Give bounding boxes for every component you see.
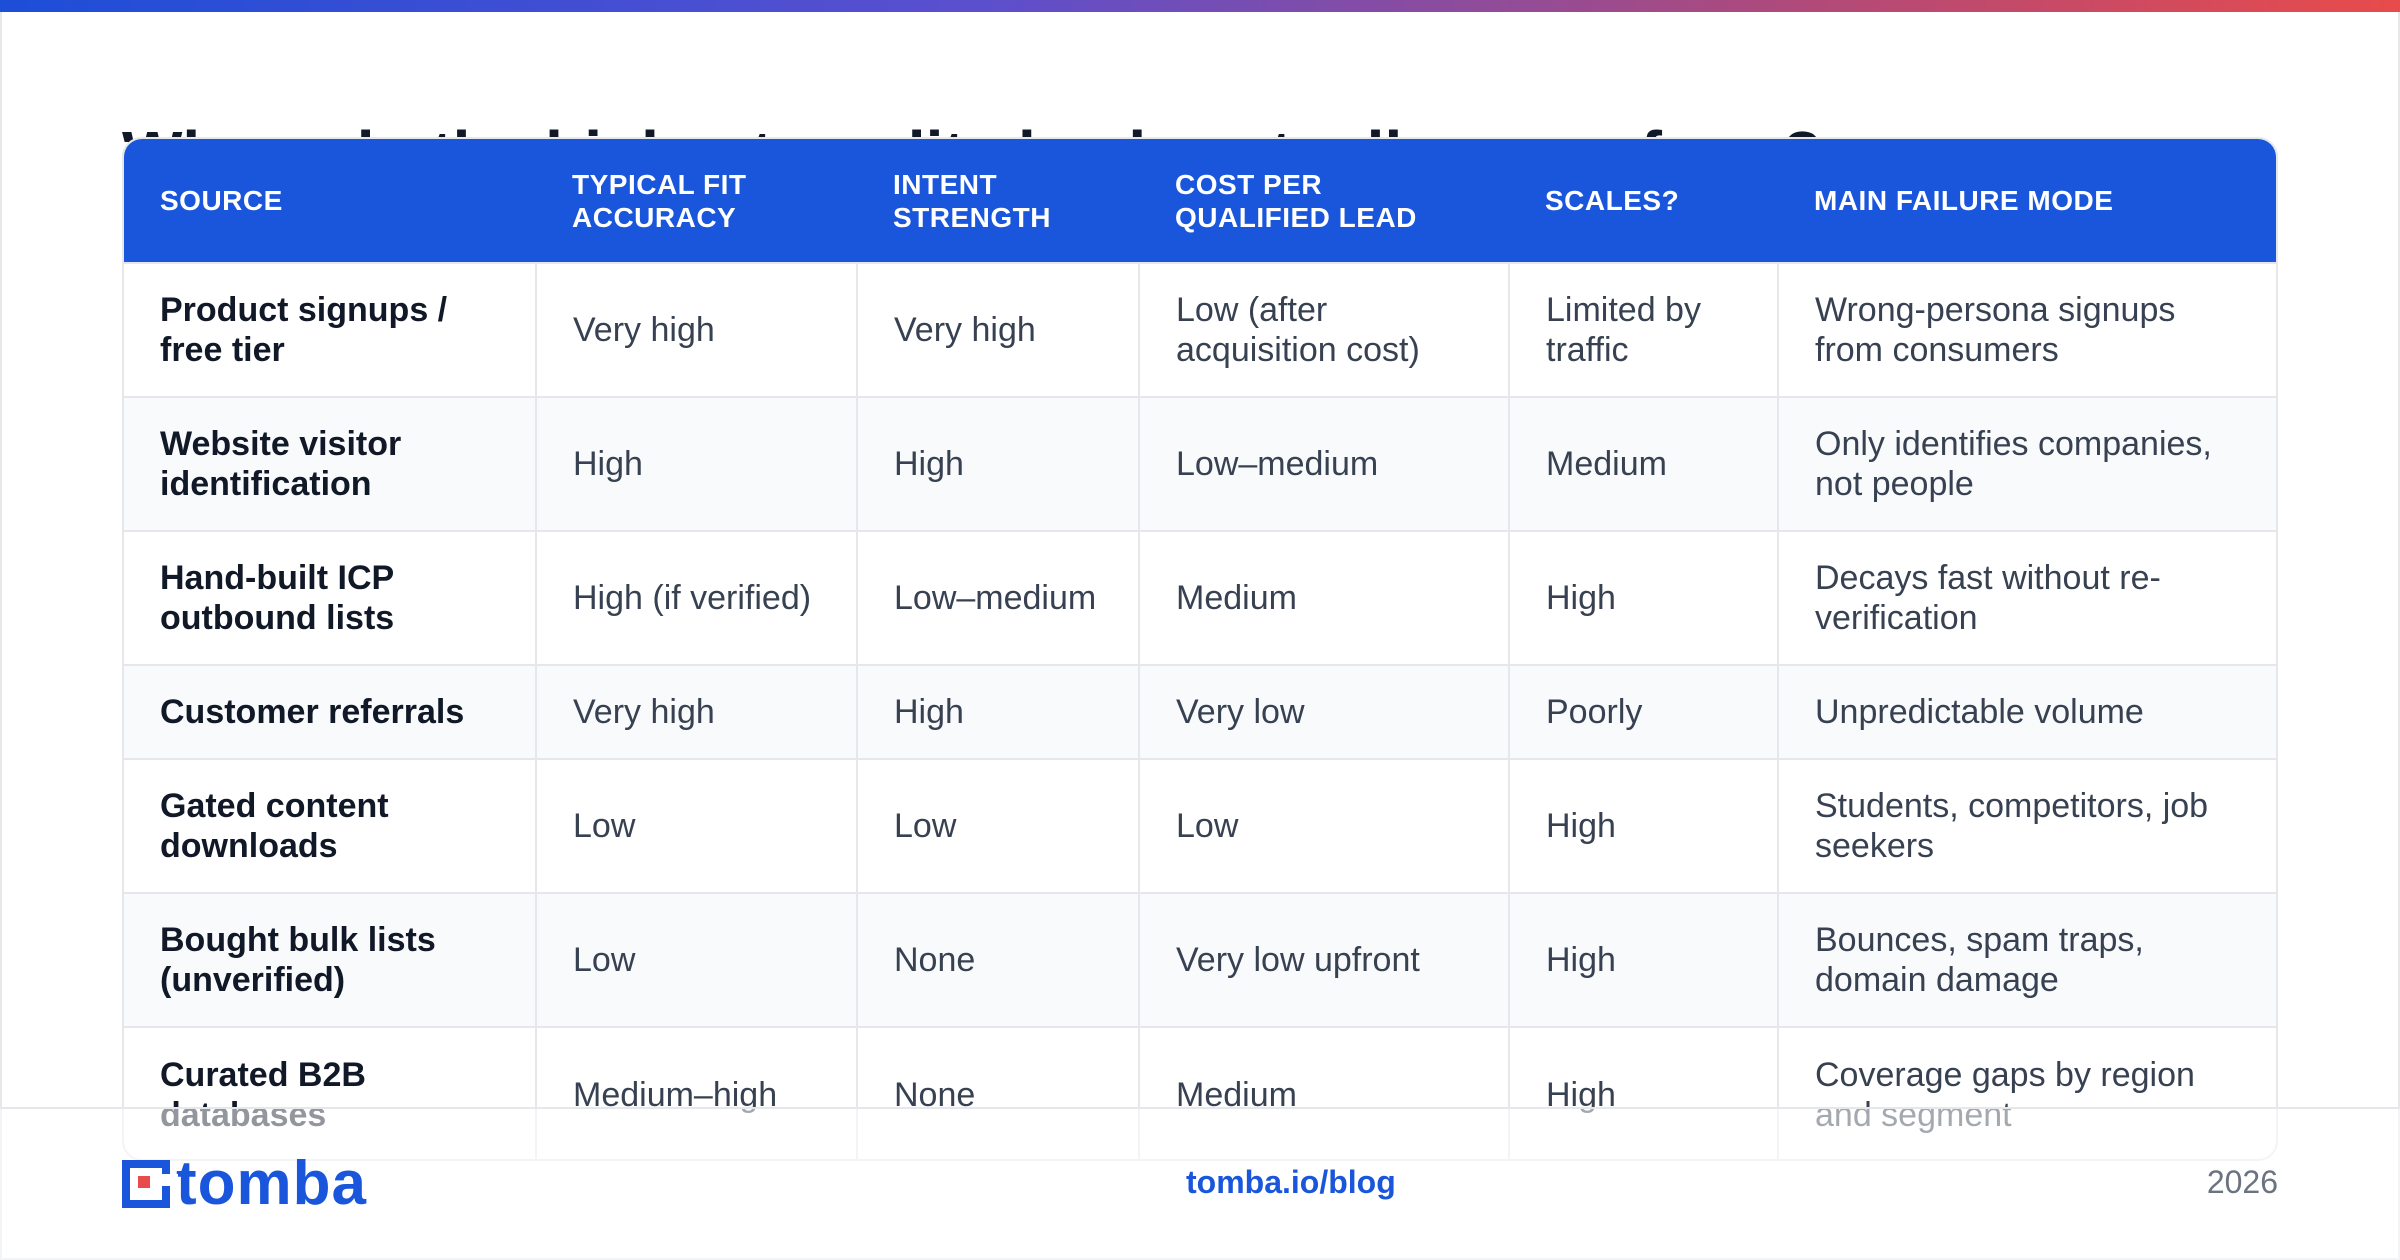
cell-failure-mode: Unpredictable volume — [1777, 665, 2276, 759]
cell-source: Product signups / free tier — [160, 291, 448, 369]
cell-fit-accuracy: High — [535, 397, 857, 531]
cell-fit-accuracy: Very high — [535, 665, 857, 759]
header-failure-mode: MAIN FAILURE MODE — [1814, 185, 2114, 216]
cell-cost-per-lead: Very low upfront — [1138, 893, 1509, 1027]
cell-cost-per-lead: Low — [1138, 759, 1509, 893]
footer-bar — [0, 1107, 2400, 1260]
lead-source-table: SOURCE TYPICAL FIT ACCURACY INTENT STREN… — [124, 139, 2276, 1159]
cell-fit-accuracy: Low — [535, 893, 857, 1027]
cell-scales: Poorly — [1508, 665, 1778, 759]
cell-source: Hand-built ICP outbound lists — [160, 559, 395, 637]
cell-cost-per-lead: Very low — [1138, 665, 1509, 759]
header-scales: SCALES? — [1545, 185, 1680, 216]
table-row: Hand-built ICP outbound lists High (if v… — [124, 531, 2276, 665]
cell-intent-strength: High — [856, 665, 1139, 759]
cell-source: Website visitor identification — [160, 425, 402, 503]
cell-source: Gated content downloads — [160, 787, 389, 865]
cell-source: Bought bulk lists (unverified) — [160, 921, 436, 999]
blog-link[interactable]: tomba.io/blog — [1186, 1164, 1396, 1200]
cell-fit-accuracy: Low — [535, 759, 857, 893]
table-row: Gated content downloads Low Low Low High… — [124, 759, 2276, 893]
cell-scales: High — [1508, 893, 1778, 1027]
cell-scales: High — [1508, 531, 1778, 665]
logo-wordmark: tomba — [176, 1149, 367, 1218]
cell-failure-mode: Decays fast without re-verification — [1777, 531, 2276, 665]
header-source: SOURCE — [160, 185, 283, 216]
comparison-table-card: SOURCE TYPICAL FIT ACCURACY INTENT STREN… — [122, 137, 2278, 1161]
cell-intent-strength: High — [856, 397, 1139, 531]
header-fit-accuracy: TYPICAL FIT ACCURACY — [572, 168, 747, 233]
cell-cost-per-lead: Low (after acquisition cost) — [1138, 263, 1509, 397]
header-intent-strength: INTENT STRENGTH — [893, 168, 1051, 233]
cell-intent-strength: None — [856, 893, 1139, 1027]
cell-cost-per-lead: Low–medium — [1138, 397, 1509, 531]
tomba-logo-icon — [122, 1160, 178, 1208]
footer-year: 2026 — [2206, 1164, 2278, 1200]
cell-scales: High — [1508, 759, 1778, 893]
cell-fit-accuracy: Very high — [535, 263, 857, 397]
cell-failure-mode: Bounces, spam traps, domain damage — [1777, 893, 2276, 1027]
tomba-logo: tomba — [122, 1149, 367, 1218]
cell-intent-strength: Very high — [856, 263, 1139, 397]
header-cost-per-lead: COST PER QUALIFIED LEAD — [1175, 168, 1417, 233]
table-row: Customer referrals Very high High Very l… — [124, 665, 2276, 759]
cell-scales: Limited by traffic — [1508, 263, 1778, 397]
table-row: Website visitor identification High High… — [124, 397, 2276, 531]
cell-failure-mode: Students, competitors, job seekers — [1777, 759, 2276, 893]
gradient-top-bar — [0, 0, 2400, 12]
cell-source: Customer referrals — [160, 693, 465, 731]
cell-cost-per-lead: Medium — [1138, 531, 1509, 665]
table-row: Bought bulk lists (unverified) Low None … — [124, 893, 2276, 1027]
cell-scales: Medium — [1508, 397, 1778, 531]
cell-failure-mode: Wrong-persona signups from consumers — [1777, 263, 2276, 397]
cell-intent-strength: Low — [856, 759, 1139, 893]
cell-intent-strength: Low–medium — [856, 531, 1139, 665]
cell-failure-mode: Only identifies companies, not people — [1777, 397, 2276, 531]
table-header-row: SOURCE TYPICAL FIT ACCURACY INTENT STREN… — [124, 139, 2276, 263]
table-row: Product signups / free tier Very high Ve… — [124, 263, 2276, 397]
cell-fit-accuracy: High (if verified) — [535, 531, 857, 665]
